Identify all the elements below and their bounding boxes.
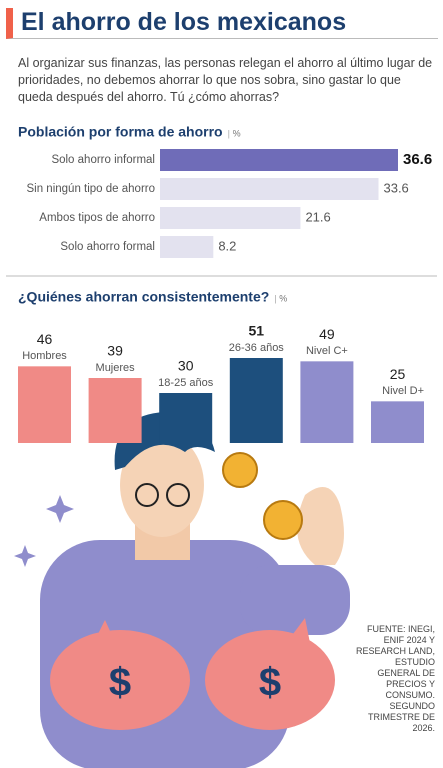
value-label: 36.6 [403,151,432,168]
unit-separator: | [228,128,230,138]
source-note: FUENTE: INEGI, ENIF 2024 Y RESEARCH LAND… [355,624,435,733]
bar [88,378,142,443]
value-label: 49 [319,326,335,342]
value-label: 51 [249,323,265,339]
category-label: 26-36 años [229,342,285,354]
intro-text: Al organizar sus finanzas, las personas … [18,56,433,104]
category-label: Hombres [22,350,67,362]
page-title: El ahorro de los mexicanos [21,8,347,36]
value-label: 21.6 [305,209,330,224]
title-bar: El ahorro de los mexicanos [6,8,438,39]
unit-separator: | [274,293,276,303]
svg-text:$: $ [259,661,281,705]
value-label: 8.2 [218,238,236,253]
category-label: Ambos tipos de ahorro [39,212,155,224]
value-label: 46 [37,331,53,347]
chart-title: Población por forma de ahorro [18,124,223,140]
category-label: 18-25 años [158,377,214,389]
bar [159,393,213,443]
value-label: 39 [107,343,123,359]
category-label: Nivel C+ [306,345,348,357]
chart-unit: % [279,293,287,303]
bar [18,366,71,443]
bar [160,149,398,171]
category-label: Solo ahorro formal [60,241,155,253]
category-label: Nivel D+ [382,385,424,397]
value-label: 30 [178,358,194,374]
category-label: Mujeres [96,362,136,374]
svg-text:$: $ [109,661,131,705]
bar [160,178,379,200]
chart-unit: % [233,128,241,138]
value-label: 33.6 [383,180,408,195]
chart-title: ¿Quiénes ahorran consistentemente? [18,289,269,305]
category-label: Solo ahorro informal [51,154,155,166]
bar [160,207,301,229]
illustration: $ $ [14,412,350,768]
bar [371,401,424,443]
bar [229,358,283,443]
bar [300,361,354,443]
bar [160,236,214,258]
value-label: 25 [390,366,406,382]
category-label: Sin ningún tipo de ahorro [26,183,155,195]
